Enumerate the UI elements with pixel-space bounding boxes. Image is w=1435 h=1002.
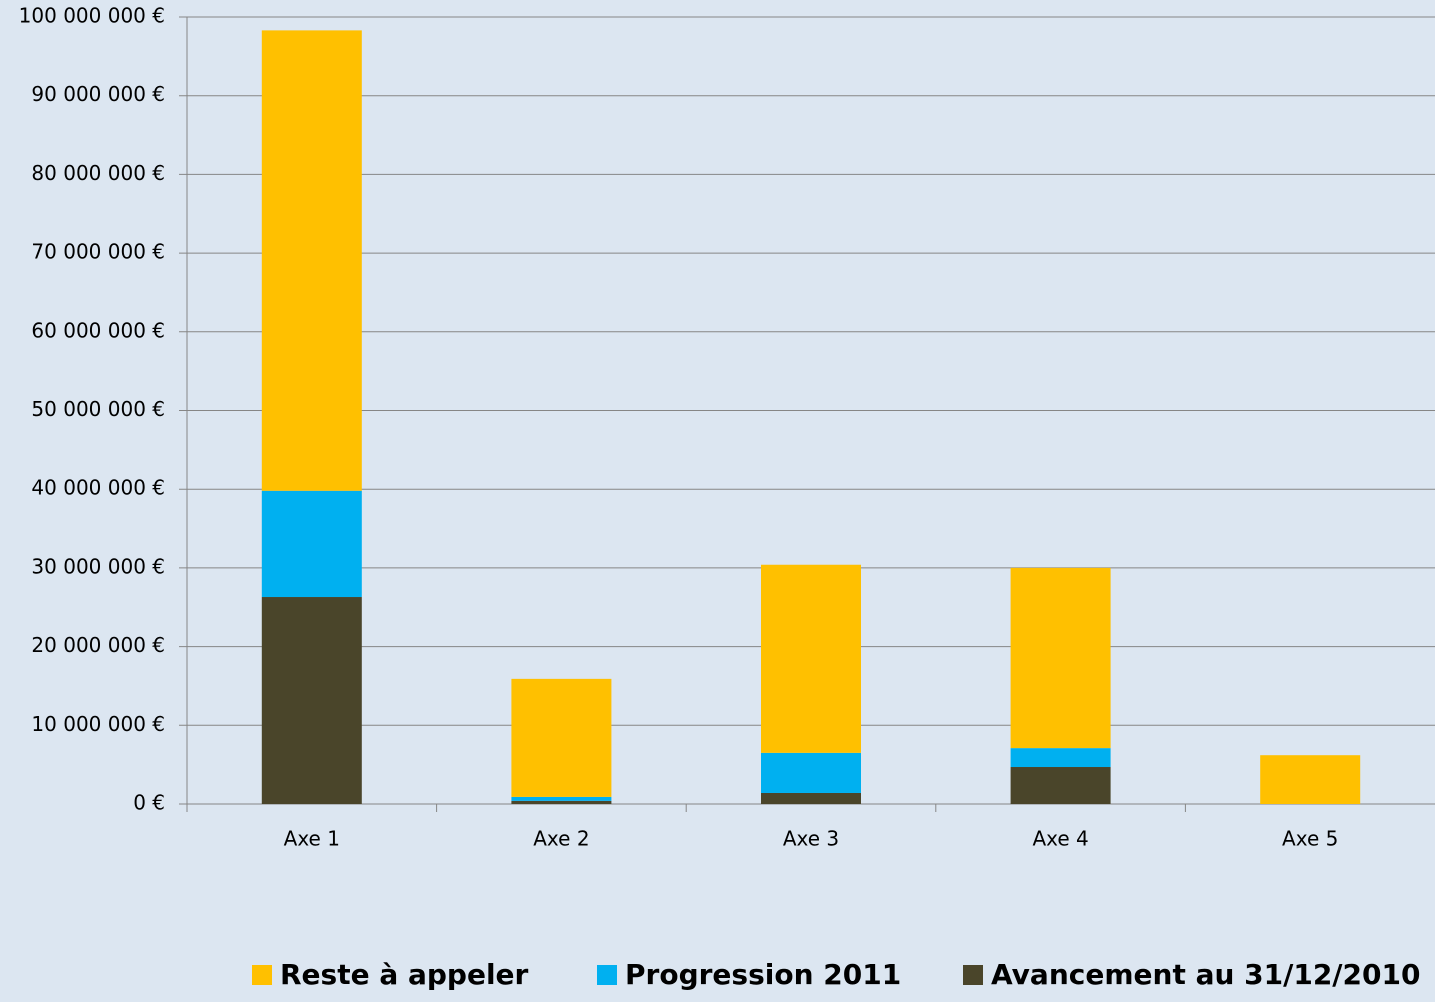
bar-segment <box>1010 767 1111 804</box>
bar-segment <box>261 597 362 804</box>
x-tick-label: Axe 2 <box>533 827 589 851</box>
bar-segment <box>261 30 362 491</box>
y-tick-label: 100 000 000 € <box>19 4 165 28</box>
legend-swatch <box>252 965 272 985</box>
bar-segment <box>761 792 861 804</box>
y-tick-label: 40 000 000 € <box>31 476 165 500</box>
bar-segment <box>511 800 612 804</box>
y-tick-label: 70 000 000 € <box>31 240 165 264</box>
x-tick-label: Axe 1 <box>284 827 340 851</box>
legend-swatch <box>963 965 983 985</box>
bar-segment <box>1260 755 1361 804</box>
y-tick-label: 30 000 000 € <box>31 554 165 578</box>
x-tick-label: Axe 4 <box>1032 827 1088 851</box>
y-tick-label: 10 000 000 € <box>31 712 165 736</box>
y-tick-label: 0 € <box>133 791 165 815</box>
y-tick-label: 80 000 000 € <box>31 161 165 185</box>
y-tick-label: 20 000 000 € <box>31 633 165 657</box>
bar-segment <box>1010 567 1111 749</box>
y-tick-label: 50 000 000 € <box>31 397 165 421</box>
y-tick-label: 60 000 000 € <box>31 318 165 342</box>
bar-segment <box>511 678 612 797</box>
bar-segment <box>761 564 861 753</box>
bar-segment <box>1010 748 1111 768</box>
x-tick-label: Axe 3 <box>783 827 839 851</box>
legend: Progression 2011 <box>625 958 901 991</box>
bar-segment <box>261 490 362 598</box>
legend: Reste à appeler <box>280 958 529 991</box>
bar-segment <box>511 796 612 801</box>
bar-segment <box>761 752 861 793</box>
legend-swatch <box>597 965 617 985</box>
legend: Avancement au 31/12/2010 <box>991 958 1420 991</box>
x-tick-label: Axe 5 <box>1282 827 1338 851</box>
y-tick-label: 90 000 000 € <box>31 82 165 106</box>
